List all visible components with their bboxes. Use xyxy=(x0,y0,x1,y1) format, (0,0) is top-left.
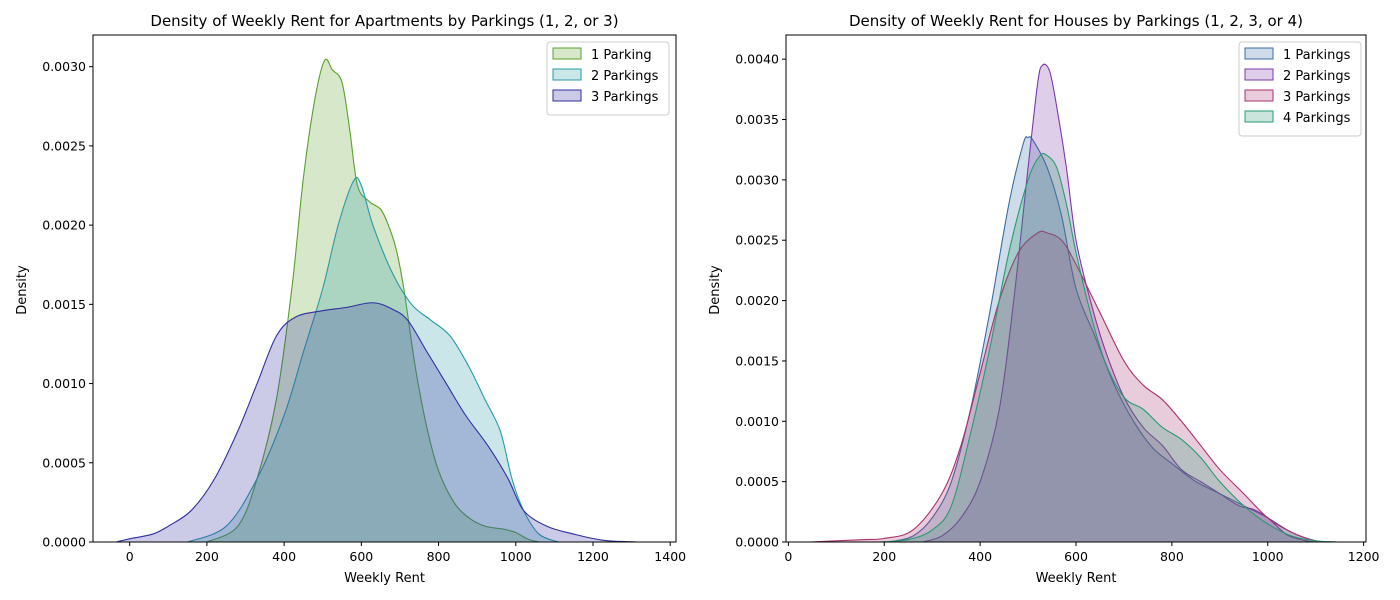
apartments-density-chart: Density of Weekly Rent for Apartments by… xyxy=(15,12,686,586)
plot-area xyxy=(116,58,640,543)
legend-label: 3 Parkings xyxy=(591,90,659,105)
y-tick-label: 0.0010 xyxy=(735,414,779,429)
y-axis-label: Density xyxy=(15,265,30,315)
density-line-4 xyxy=(879,152,1338,543)
y-tick-label: 0.0030 xyxy=(735,172,779,187)
legend-swatch xyxy=(552,89,582,102)
y-tick-label: 0.0020 xyxy=(735,293,779,308)
chart-title: Density of Weekly Rent for Apartments by… xyxy=(150,12,618,30)
x-axis-label: Weekly Rent xyxy=(344,571,425,586)
legend-swatch xyxy=(1244,110,1274,123)
y-tick-label: 0.0005 xyxy=(735,474,779,489)
legend-label: 4 Parkings xyxy=(1283,111,1351,126)
density-line-3 xyxy=(809,230,1338,543)
x-tick-label: 800 xyxy=(1160,549,1184,564)
x-tick-label: 0 xyxy=(784,549,792,564)
legend-box xyxy=(1238,41,1362,137)
x-axis-ticks: 0 200 400 600 800 1000 1200 1400 xyxy=(126,542,686,564)
y-tick-label: 0.0015 xyxy=(735,353,779,368)
density-area-1 xyxy=(889,136,1331,542)
density-area-3 xyxy=(116,302,640,542)
x-tick-label: 600 xyxy=(349,549,373,564)
legend-entry: 2 Parkings xyxy=(552,68,659,84)
y-axis-ticks: 0.0000 0.0005 0.0010 0.0015 0.0020 0.0025 0.00… xyxy=(42,59,93,550)
x-tick-label: 800 xyxy=(427,549,451,564)
legend-entry: 1 Parkings xyxy=(1244,47,1351,63)
x-tick-label: 1200 xyxy=(1348,549,1380,564)
x-tick-label: 1000 xyxy=(1252,549,1284,564)
y-tick-label: 0.0005 xyxy=(42,455,86,470)
density-line-2 xyxy=(187,176,559,543)
x-tick-label: 400 xyxy=(968,549,992,564)
y-tick-label: 0.0010 xyxy=(42,376,86,391)
x-axis-ticks: 0 200 400 600 800 1000 1200 xyxy=(784,542,1380,564)
y-tick-label: 0.0030 xyxy=(42,59,86,74)
legend-entry: 4 Parkings xyxy=(1244,110,1351,126)
plot-area xyxy=(809,63,1338,543)
y-tick-label: 0.0000 xyxy=(42,535,86,550)
density-area-1 xyxy=(206,59,539,543)
y-tick-label: 0.0040 xyxy=(735,52,779,67)
density-area-2 xyxy=(922,64,1316,543)
legend-swatch xyxy=(1244,68,1274,81)
legend-label: 1 Parking xyxy=(591,48,652,63)
legend-label: 1 Parkings xyxy=(1283,48,1351,63)
legend-label: 2 Parkings xyxy=(591,69,659,84)
density-area-3 xyxy=(809,231,1338,543)
density-line-3 xyxy=(116,302,640,543)
legend-swatch xyxy=(1244,89,1274,102)
density-area-2 xyxy=(187,177,559,542)
legend-swatch xyxy=(552,47,582,60)
legend-entry: 3 Parkings xyxy=(552,89,659,105)
x-tick-label: 1400 xyxy=(654,549,686,564)
legend-entry: 3 Parkings xyxy=(1244,89,1351,105)
x-axis-label: Weekly Rent xyxy=(1036,571,1117,586)
density-line-1 xyxy=(206,58,540,543)
x-tick-label: 200 xyxy=(195,549,219,564)
x-tick-label: 400 xyxy=(272,549,296,564)
y-tick-label: 0.0020 xyxy=(42,218,86,233)
chart-title: Density of Weekly Rent for Houses by Par… xyxy=(849,12,1303,30)
axes-frame xyxy=(785,34,1367,543)
legend-swatch xyxy=(552,68,582,81)
axes-frame xyxy=(92,34,677,543)
legend-swatch xyxy=(1244,47,1274,60)
legend: 1 Parking 2 Parkings 3 Parkings xyxy=(546,41,670,116)
legend-entry: 1 Parking xyxy=(552,47,652,63)
y-tick-label: 0.0015 xyxy=(42,297,86,312)
y-tick-label: 0.0035 xyxy=(735,112,779,127)
density-area-4 xyxy=(879,153,1338,543)
houses-density-chart: Density of Weekly Rent for Houses by Par… xyxy=(708,12,1380,586)
y-axis-ticks: 0.0000 0.0005 0.0010 0.0015 0.0020 0.0025 0.00… xyxy=(735,52,786,550)
x-tick-label: 1000 xyxy=(500,549,532,564)
y-tick-label: 0.0000 xyxy=(735,535,779,550)
legend-label: 2 Parkings xyxy=(1283,69,1351,84)
y-tick-label: 0.0025 xyxy=(735,233,779,248)
legend-box xyxy=(546,41,670,116)
legend-entry: 2 Parkings xyxy=(1244,68,1351,84)
x-tick-label: 200 xyxy=(872,549,896,564)
y-axis-label: Density xyxy=(708,265,723,315)
x-tick-label: 600 xyxy=(1064,549,1088,564)
legend: 1 Parkings 2 Parkings 3 Parkings 4 Parkings xyxy=(1238,41,1362,137)
y-tick-label: 0.0025 xyxy=(42,138,86,153)
x-tick-label: 0 xyxy=(126,549,134,564)
x-tick-label: 1200 xyxy=(577,549,609,564)
legend-label: 3 Parkings xyxy=(1283,90,1351,105)
